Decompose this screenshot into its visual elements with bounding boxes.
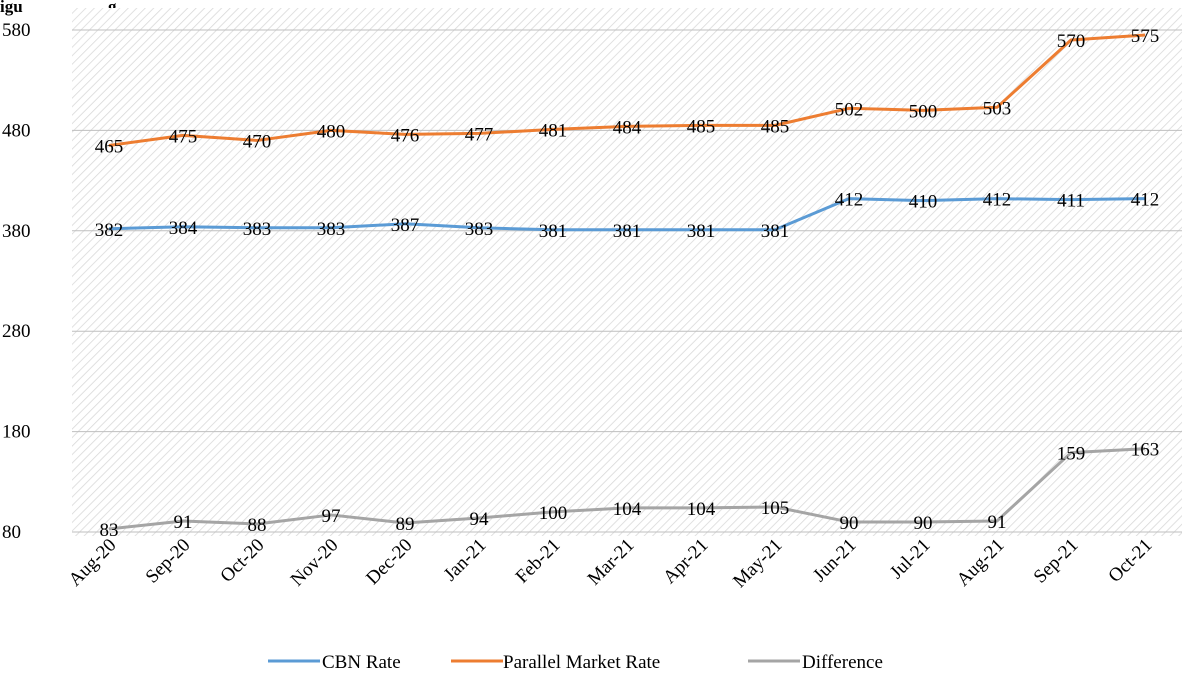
data-label: 410 [909,192,938,213]
y-axis-ticks: 80 180 280 380 480 580 [2,20,31,543]
data-label: 485 [687,116,716,137]
data-label: 90 [840,513,859,534]
legend-label-0: CBN Rate [322,652,401,673]
data-labels: 382 384 383 383 387 383 381 381 381 381 412 410 412 4… [95,26,1160,541]
x-tick-label: Jun-21 [809,535,860,586]
data-label: 381 [539,221,568,242]
x-tick-label: Mar-21 [584,535,639,590]
data-label: 105 [761,498,790,519]
data-label: 381 [687,221,716,242]
x-tick-label: Dec-20 [362,535,416,589]
data-label: 159 [1057,444,1086,465]
x-tick-label: Apr-21 [659,535,712,588]
x-tick-label: May-21 [729,535,786,592]
x-tick-label: Aug-21 [953,535,1009,591]
x-tick-label: Oct-21 [1104,535,1156,587]
x-tick-label: Aug-20 [65,535,121,591]
data-label: 477 [465,124,494,145]
data-label: 381 [761,221,790,242]
data-label: 500 [909,101,938,122]
data-label: 90 [914,513,933,534]
data-label: 412 [1131,190,1160,211]
data-label: 480 [317,121,346,142]
x-tick-label: Sep-20 [142,535,195,588]
data-label: 475 [169,126,198,147]
data-label: 575 [1131,26,1160,47]
legend-label-2: Difference [802,652,883,673]
data-label: 91 [174,512,193,533]
data-label: 383 [465,219,494,240]
y-tick-label: 580 [2,20,31,41]
x-tick-label: Jan-21 [440,535,491,586]
data-label: 485 [761,116,790,137]
data-label: 412 [983,190,1012,211]
data-label: 94 [470,509,490,530]
data-label: 88 [248,515,267,536]
x-tick-label: Nov-20 [287,535,343,591]
data-label: 97 [322,506,341,527]
data-label: 502 [835,99,864,120]
data-label: 570 [1057,31,1086,52]
data-label: 470 [243,131,272,152]
data-label: 484 [613,117,642,138]
x-tick-label: Feb-21 [512,535,565,588]
data-label: 382 [95,220,124,241]
y-tick-label: 280 [2,321,31,342]
data-label: 104 [613,499,642,520]
data-label: 503 [983,98,1012,119]
data-label: 387 [391,215,420,236]
plot-area [72,8,1182,536]
x-tick-label: Oct-20 [216,535,268,587]
data-label: 412 [835,190,864,211]
data-label: 383 [243,219,272,240]
y-tick-label: 480 [2,120,31,141]
series-lines [108,33,1146,531]
y-tick-label: 80 [2,522,21,543]
data-label: 476 [391,125,420,146]
data-label: 381 [613,221,642,242]
series-line-2 [108,447,1146,531]
x-tick-label: Sep-21 [1030,535,1083,588]
series-line-0 [108,197,1146,232]
x-tick-label: Jul-21 [886,535,934,583]
data-label: 481 [539,120,568,141]
data-label: 100 [539,503,568,524]
data-label: 163 [1131,440,1160,461]
data-label: 383 [317,219,346,240]
data-label: 411 [1057,191,1085,212]
partial-header-text: igu [0,0,23,16]
data-label: 91 [988,512,1007,533]
data-label: 384 [169,218,198,239]
data-label: 83 [100,520,119,541]
gridlines [72,29,1182,533]
y-tick-label: 380 [2,221,31,242]
series-line-1 [108,33,1146,147]
legend-label-1: Parallel Market Rate [503,652,660,673]
y-tick-label: 180 [2,422,31,443]
data-label: 89 [396,514,415,535]
data-label: 465 [95,136,124,157]
data-label: 104 [687,499,716,520]
legend: CBN Rate Parallel Market Rate Difference [268,652,883,673]
x-axis-ticks: Aug-20 Sep-20 Oct-20 Nov-20 Dec-20 Jan-21 Feb-… [65,535,1157,592]
